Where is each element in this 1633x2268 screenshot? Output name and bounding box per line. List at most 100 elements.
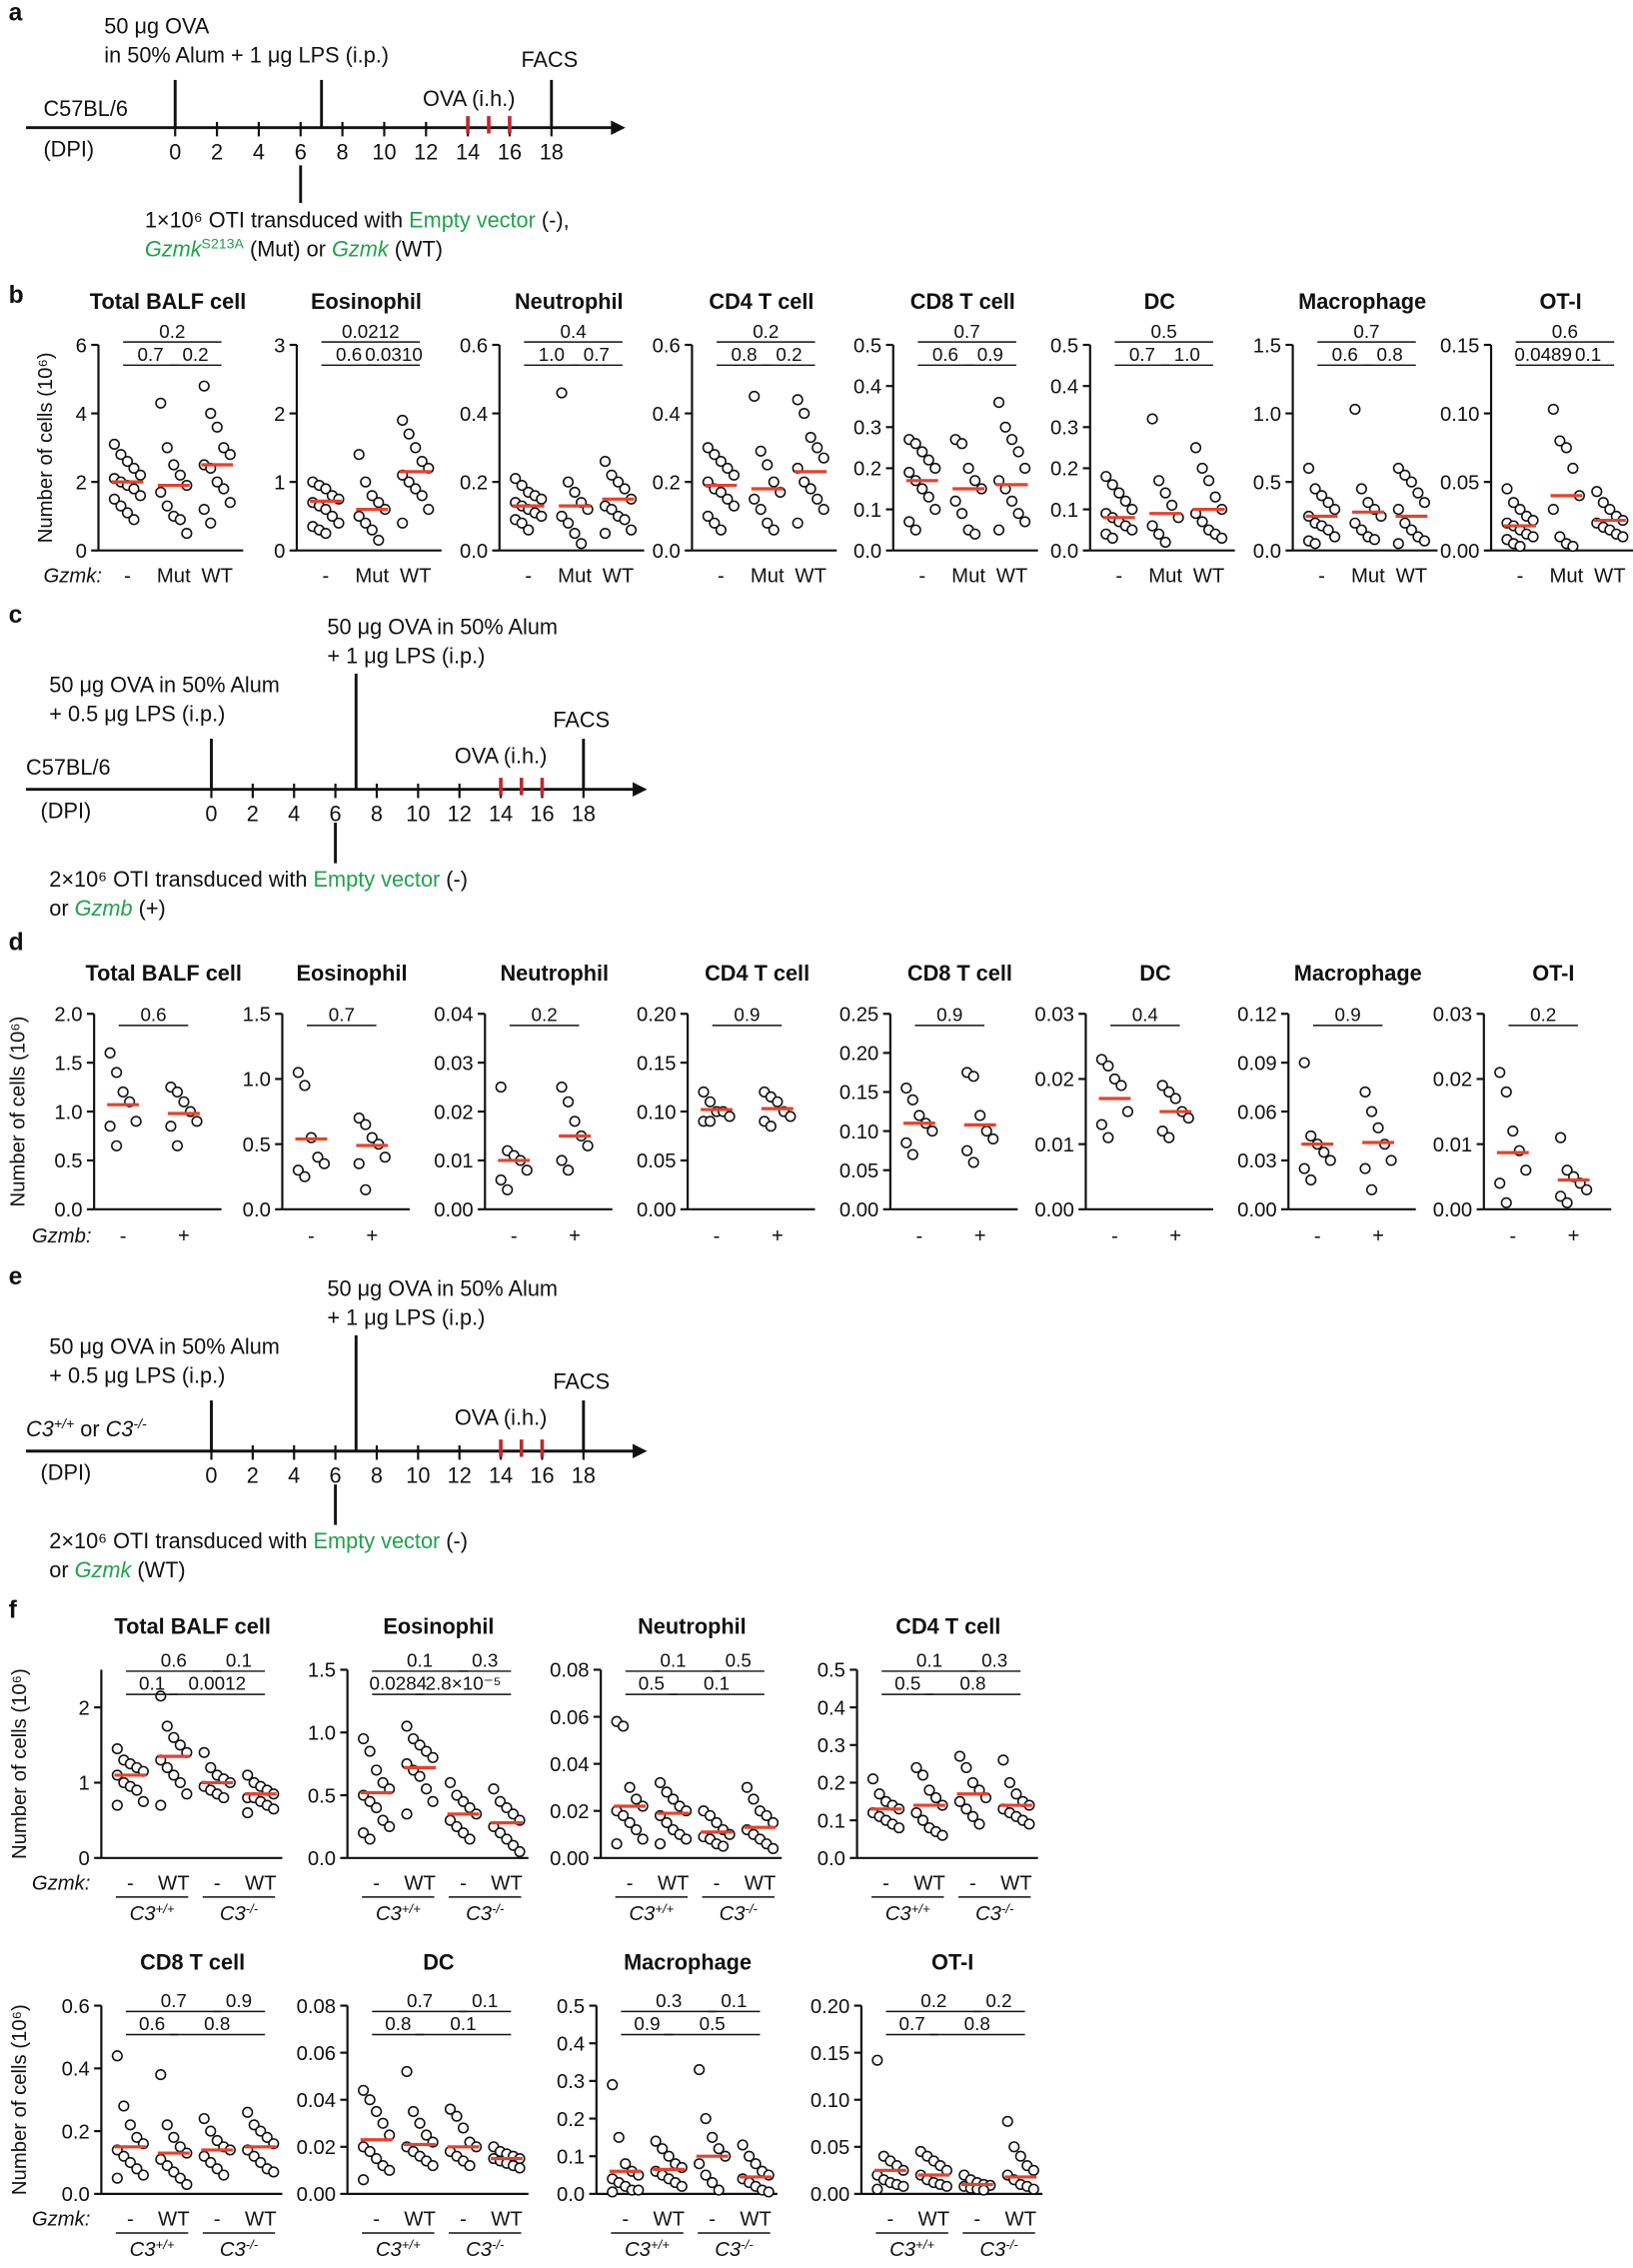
y-tick-label: 4 bbox=[76, 404, 87, 426]
data-point bbox=[1500, 1196, 1512, 1208]
data-point bbox=[556, 1154, 568, 1166]
data-point bbox=[909, 438, 921, 450]
y-tick-label: 0.00 bbox=[1034, 1199, 1073, 1221]
data-point bbox=[211, 421, 223, 433]
y-axis-label: Number of cells (10⁶) bbox=[8, 1017, 30, 1207]
p-value: 0.1 bbox=[660, 1650, 686, 1671]
category-label: - bbox=[1115, 566, 1122, 588]
text-span: or bbox=[74, 1416, 105, 1441]
p-value: 0.0012 bbox=[188, 1673, 246, 1694]
y-tick-label: 0.12 bbox=[1237, 1005, 1276, 1027]
data-point bbox=[1159, 487, 1171, 499]
data-point bbox=[397, 414, 409, 427]
data-point bbox=[631, 1823, 643, 1836]
data-point bbox=[1349, 403, 1361, 416]
data-point bbox=[562, 1164, 575, 1176]
y-tick-label: 0.1 bbox=[853, 500, 881, 522]
data-point bbox=[371, 2105, 383, 2118]
category-label: - bbox=[214, 2209, 221, 2231]
data-point bbox=[1520, 1164, 1532, 1176]
data-point bbox=[121, 456, 134, 468]
day-label: 4 bbox=[288, 1463, 300, 1488]
data-point bbox=[871, 2183, 883, 2195]
chart-title: Total BALF cell bbox=[85, 961, 241, 986]
data-point bbox=[704, 1096, 717, 1108]
y-tick-label: 0.20 bbox=[811, 1996, 849, 2018]
chart-title: Total BALF cell bbox=[114, 1613, 270, 1638]
day-label: 0 bbox=[205, 802, 217, 827]
data-point bbox=[700, 2112, 712, 2125]
data-point bbox=[514, 1845, 526, 1858]
data-point bbox=[698, 1086, 710, 1099]
injection-note: 50 μg OVA bbox=[104, 14, 210, 39]
data-point bbox=[1554, 1190, 1567, 1202]
text-span: C3 bbox=[376, 2239, 403, 2261]
category-label: - bbox=[308, 1225, 315, 1247]
chart-title: Macrophage bbox=[1298, 289, 1426, 314]
data-point bbox=[401, 1808, 413, 1820]
text-span: 50 μg OVA in 50% Alum bbox=[49, 673, 280, 698]
strain-label: C3+/+ or C3-/- bbox=[26, 1415, 147, 1441]
data-point bbox=[507, 1808, 520, 1820]
data-point bbox=[702, 442, 714, 454]
p-value: 0.9 bbox=[1335, 1005, 1361, 1026]
data-point bbox=[956, 438, 968, 450]
y-tick-label: 0.1 bbox=[557, 2146, 585, 2168]
y-tick-label: 0.0 bbox=[653, 541, 681, 563]
data-point bbox=[1368, 534, 1381, 546]
data-point bbox=[353, 510, 365, 523]
data-point bbox=[903, 516, 915, 528]
category-label: WT bbox=[740, 2209, 772, 2231]
data-point bbox=[121, 507, 134, 519]
data-point bbox=[910, 1761, 922, 1773]
data-point bbox=[523, 524, 535, 536]
data-point bbox=[556, 1082, 568, 1094]
data-point bbox=[1507, 1126, 1519, 1137]
injection-note: + 0.5 μg LPS (i.p.) bbox=[49, 702, 225, 727]
text-span: -/- bbox=[133, 1415, 147, 1431]
challenge-label: OVA (i.h.) bbox=[455, 744, 548, 769]
chart-title: Eosinophil bbox=[311, 289, 422, 314]
data-point bbox=[218, 442, 230, 454]
data-point bbox=[953, 1750, 965, 1762]
data-point bbox=[966, 1776, 979, 1789]
p-value: 0.0310 bbox=[365, 344, 423, 365]
subgroup-label: C3+/+ bbox=[889, 2237, 934, 2262]
strain-label: C57BL/6 bbox=[43, 96, 128, 121]
y-tick-label: 0 bbox=[274, 541, 285, 563]
category-label: + bbox=[569, 1225, 581, 1247]
y-axis-label: Number of cells (10⁶) bbox=[9, 1668, 31, 1859]
data-point bbox=[1372, 1122, 1384, 1134]
data-point bbox=[1019, 462, 1031, 475]
data-point bbox=[1392, 504, 1404, 516]
text-span: 50 μg OVA in 50% Alum bbox=[49, 1334, 280, 1359]
data-point bbox=[1163, 1086, 1175, 1099]
y-tick-label: 0.08 bbox=[550, 1660, 589, 1682]
y-tick-label: 0.04 bbox=[550, 1754, 589, 1776]
category-label: WT bbox=[404, 1873, 436, 1895]
category-label: + bbox=[178, 1225, 190, 1247]
data-point bbox=[709, 449, 721, 461]
p-value: 0.9 bbox=[634, 2013, 660, 2034]
category-label: WT bbox=[603, 566, 635, 588]
category-label: - bbox=[627, 1873, 634, 1895]
data-point bbox=[128, 483, 140, 495]
data-point bbox=[969, 475, 981, 487]
data-point bbox=[205, 2125, 217, 2137]
data-point bbox=[910, 1807, 922, 1819]
data-point bbox=[1153, 475, 1165, 487]
data-point bbox=[626, 524, 638, 536]
y-tick-label: 0.04 bbox=[434, 1005, 473, 1027]
text-span: C3 bbox=[466, 2239, 493, 2261]
data-point bbox=[1309, 483, 1321, 495]
data-point bbox=[1298, 1162, 1310, 1174]
category-label: - bbox=[124, 566, 131, 588]
category-label: Mut bbox=[751, 566, 785, 588]
p-value: 0.1 bbox=[226, 1650, 252, 1671]
subgroup-label: C3+/+ bbox=[376, 2237, 421, 2262]
data-point bbox=[516, 517, 528, 529]
text-span: -/- bbox=[1005, 2237, 1018, 2252]
data-point bbox=[654, 1776, 667, 1789]
data-point bbox=[224, 449, 236, 461]
y-tick-label: 0.02 bbox=[434, 1102, 473, 1124]
